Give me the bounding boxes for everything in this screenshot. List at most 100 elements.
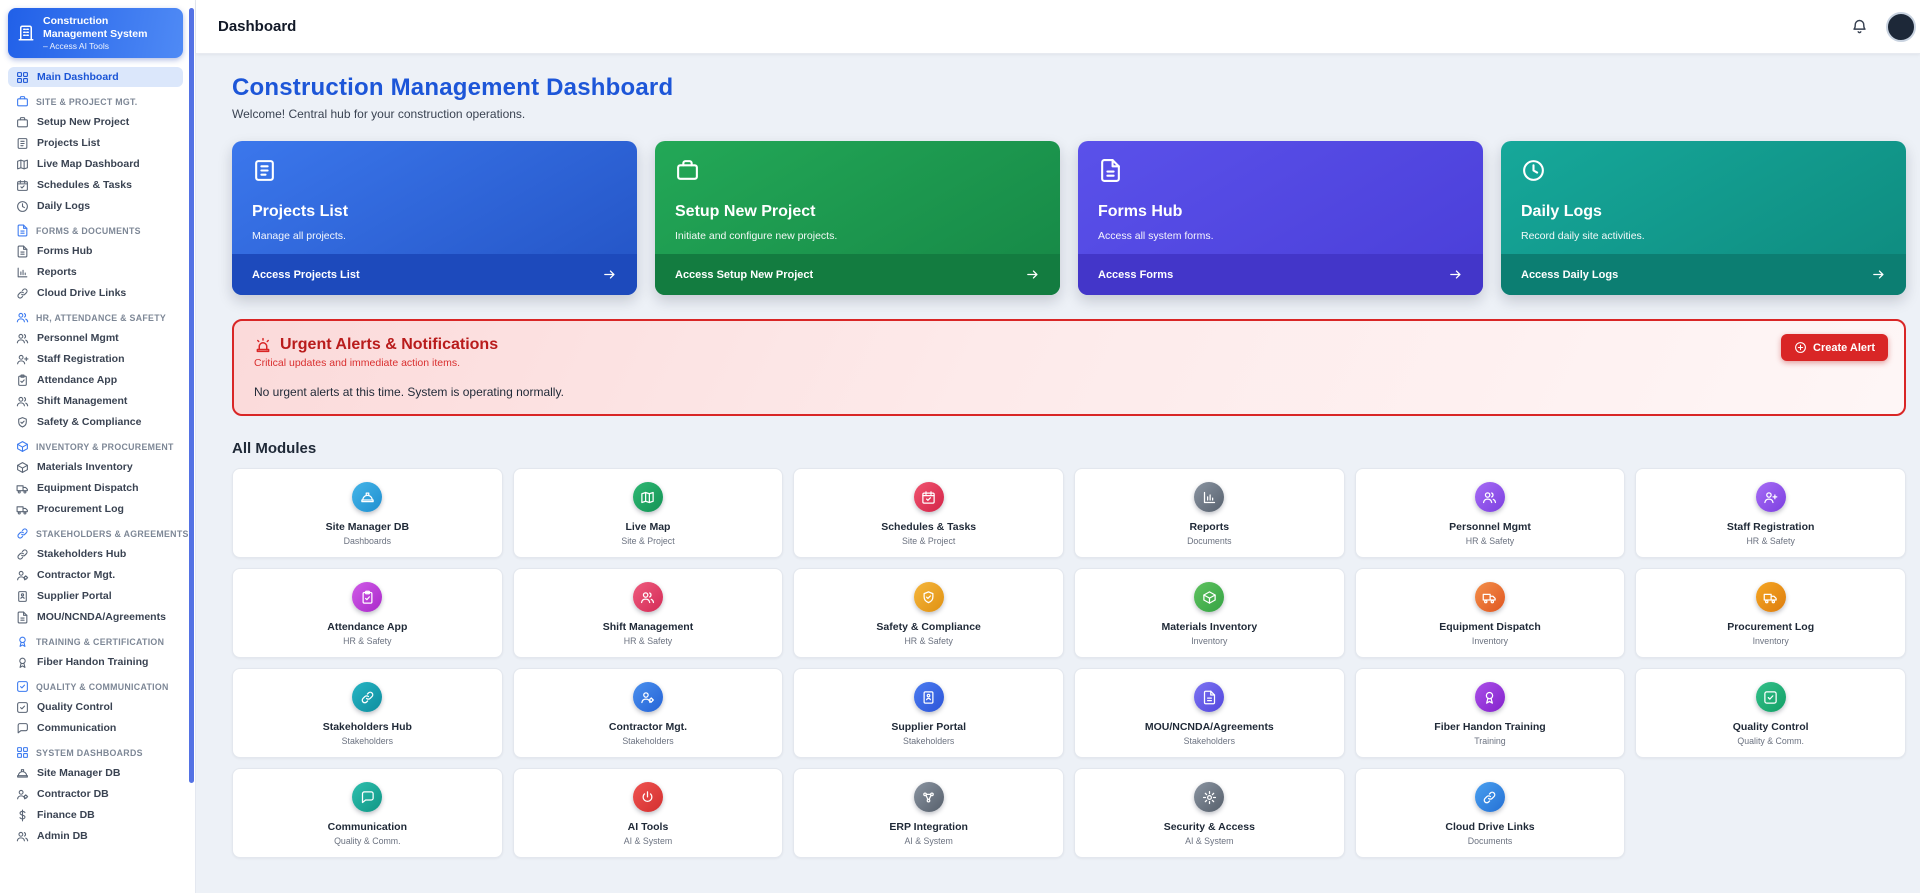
sidebar-item-quality-control[interactable]: Quality Control xyxy=(8,697,183,717)
arrow-right-icon xyxy=(1448,267,1463,282)
sidebar-item-safety-compliance[interactable]: Safety & Compliance xyxy=(8,412,183,432)
module-card-communication[interactable]: Communication Quality & Comm. xyxy=(232,768,503,858)
create-alert-button[interactable]: Create Alert xyxy=(1781,334,1888,361)
link-icon xyxy=(16,287,29,300)
hero-card-cta-label: Access Forms xyxy=(1098,268,1174,281)
hero-card-forms-hub[interactable]: Forms Hub Access all system forms. Acces… xyxy=(1078,141,1483,295)
module-card-stakeholders-hub[interactable]: Stakeholders Hub Stakeholders xyxy=(232,668,503,758)
module-category: Quality & Comm. xyxy=(1737,736,1804,746)
sidebar-item-communication[interactable]: Communication xyxy=(8,718,183,738)
hero-card-cta[interactable]: Access Daily Logs xyxy=(1501,254,1906,295)
calendar-icon xyxy=(16,179,29,192)
sidebar-item-label: Projects List xyxy=(37,137,101,150)
sidebar-item-label: MOU/NCNDA/Agreements xyxy=(37,611,166,624)
sidebar-item-stakeholders-hub[interactable]: Stakeholders Hub xyxy=(8,544,183,564)
sidebar-item-attendance-app[interactable]: Attendance App xyxy=(8,370,183,390)
sidebar-item-label: Personnel Mgmt xyxy=(37,332,119,345)
module-card-safety-compliance[interactable]: Safety & Compliance HR & Safety xyxy=(793,568,1064,658)
hero-card-daily-logs[interactable]: Daily Logs Record daily site activities.… xyxy=(1501,141,1906,295)
page-title: Construction Management Dashboard xyxy=(232,74,674,101)
sidebar-nav: Main Dashboard SITE & PROJECT MGT. Setup… xyxy=(0,62,195,893)
module-label: Personnel Mgmt xyxy=(1449,521,1531,533)
sidebar-item-label: Site Manager DB xyxy=(37,767,121,780)
module-card-attendance-app[interactable]: Attendance App HR & Safety xyxy=(232,568,503,658)
module-card-ai-tools[interactable]: AI Tools AI & System xyxy=(512,768,784,858)
sidebar-item-materials-inventory[interactable]: Materials Inventory xyxy=(8,457,183,477)
sidebar-item-mou-ncnda-agreements[interactable]: MOU/NCNDA/Agreements xyxy=(8,607,183,627)
sidebar-item-main-dashboard[interactable]: Main Dashboard xyxy=(8,67,183,88)
briefcase-icon xyxy=(675,158,700,183)
sidebar-item-equipment-dispatch[interactable]: Equipment Dispatch xyxy=(8,478,183,498)
module-label: Quality Control xyxy=(1732,721,1809,733)
module-category: Documents xyxy=(1467,836,1513,846)
module-card-site-manager-db[interactable]: Site Manager DB Dashboards xyxy=(232,468,503,558)
sidebar-item-cloud-drive-links[interactable]: Cloud Drive Links xyxy=(8,283,183,303)
clipboard-icon xyxy=(252,158,277,183)
hero-card-title: Setup New Project xyxy=(675,203,816,220)
avatar[interactable] xyxy=(1886,11,1916,42)
module-label: Fiber Handon Training xyxy=(1434,721,1546,733)
sidebar-item-reports[interactable]: Reports xyxy=(8,262,183,282)
module-card-personnel-mgmt[interactable]: Personnel Mgmt HR & Safety xyxy=(1354,468,1626,558)
module-card-shift-management[interactable]: Shift Management HR & Safety xyxy=(512,568,784,658)
sidebar-item-shift-management[interactable]: Shift Management xyxy=(8,391,183,411)
module-card-schedules-tasks[interactable]: Schedules & Tasks Site & Project xyxy=(793,468,1064,558)
module-category: AI & System xyxy=(1185,836,1234,846)
sidebar-item-live-map-dashboard[interactable]: Live Map Dashboard xyxy=(8,154,183,174)
module-card-reports[interactable]: Reports Documents xyxy=(1073,468,1345,558)
user-gear-icon xyxy=(16,788,29,801)
module-card-security-access[interactable]: Security & Access AI & System xyxy=(1073,768,1345,858)
module-card-supplier-portal[interactable]: Supplier Portal Stakeholders xyxy=(793,668,1064,758)
module-card-cloud-drive-links[interactable]: Cloud Drive Links Documents xyxy=(1354,768,1626,858)
hero-card-setup-new-project[interactable]: Setup New Project Initiate and configure… xyxy=(655,141,1060,295)
link-icon xyxy=(1474,782,1505,812)
sidebar-item-staff-registration[interactable]: Staff Registration xyxy=(8,349,183,369)
sidebar-item-site-manager-db[interactable]: Site Manager DB xyxy=(8,763,183,783)
sidebar-item-procurement-log[interactable]: Procurement Log xyxy=(8,499,183,519)
sidebar-scrollbar[interactable] xyxy=(189,8,194,783)
module-category: Inventory xyxy=(1191,636,1228,646)
module-card-materials-inventory[interactable]: Materials Inventory Inventory xyxy=(1073,568,1345,658)
sidebar-item-contractor-mgt[interactable]: Contractor Mgt. xyxy=(8,565,183,585)
module-category: HR & Safety xyxy=(1746,536,1795,546)
module-label: AI Tools xyxy=(627,821,669,833)
sidebar-item-projects-list[interactable]: Projects List xyxy=(8,133,183,153)
module-card-fiber-handon-training[interactable]: Fiber Handon Training Training xyxy=(1354,668,1626,758)
sidebar-item-label: Setup New Project xyxy=(37,116,130,129)
module-card-contractor-mgt[interactable]: Contractor Mgt. Stakeholders xyxy=(512,668,784,758)
sidebar-item-label: Daily Logs xyxy=(37,200,91,213)
truck-icon xyxy=(16,482,29,495)
module-card-live-map[interactable]: Live Map Site & Project xyxy=(512,468,784,558)
hero-card-cta[interactable]: Access Projects List xyxy=(232,254,637,295)
module-card-erp-integration[interactable]: ERP Integration AI & System xyxy=(793,768,1064,858)
sidebar-item-forms-hub[interactable]: Forms Hub xyxy=(8,241,183,261)
check-square-icon xyxy=(16,701,29,714)
module-label: Equipment Dispatch xyxy=(1439,621,1541,633)
sidebar-item-setup-new-project[interactable]: Setup New Project xyxy=(8,112,183,132)
module-card-mou-ncnda-agreements[interactable]: MOU/NCNDA/Agreements Stakeholders xyxy=(1073,668,1345,758)
medal-icon xyxy=(1474,682,1505,712)
module-card-procurement-log[interactable]: Procurement Log Inventory xyxy=(1635,568,1906,658)
hero-card-projects-list[interactable]: Projects List Manage all projects. Acces… xyxy=(232,141,637,295)
grid-icon xyxy=(16,746,29,759)
sidebar-section-system-dashboards: SYSTEM DASHBOARDS xyxy=(8,744,183,761)
file-icon xyxy=(16,245,29,258)
sidebar-item-admin-db[interactable]: Admin DB xyxy=(8,826,183,846)
sidebar-item-supplier-portal[interactable]: Supplier Portal xyxy=(8,586,183,606)
bell-icon[interactable] xyxy=(1851,18,1868,35)
app-subtitle: – Access AI Tools xyxy=(43,41,109,52)
sidebar-item-daily-logs[interactable]: Daily Logs xyxy=(8,196,183,216)
hero-card-cta[interactable]: Access Setup New Project xyxy=(655,254,1060,295)
file-icon xyxy=(1098,158,1123,183)
shield-icon xyxy=(913,582,944,612)
sidebar-item-fiber-handon-training[interactable]: Fiber Handon Training xyxy=(8,652,183,672)
dollar-icon xyxy=(16,809,29,822)
module-card-quality-control[interactable]: Quality Control Quality & Comm. xyxy=(1635,668,1906,758)
module-card-staff-registration[interactable]: Staff Registration HR & Safety xyxy=(1635,468,1906,558)
sidebar-item-contractor-db[interactable]: Contractor DB xyxy=(8,784,183,804)
sidebar-item-schedules-tasks[interactable]: Schedules & Tasks xyxy=(8,175,183,195)
hero-card-cta[interactable]: Access Forms xyxy=(1078,254,1483,295)
module-card-equipment-dispatch[interactable]: Equipment Dispatch Inventory xyxy=(1354,568,1626,658)
sidebar-item-personnel-mgmt[interactable]: Personnel Mgmt xyxy=(8,328,183,348)
sidebar-item-finance-db[interactable]: Finance DB xyxy=(8,805,183,825)
